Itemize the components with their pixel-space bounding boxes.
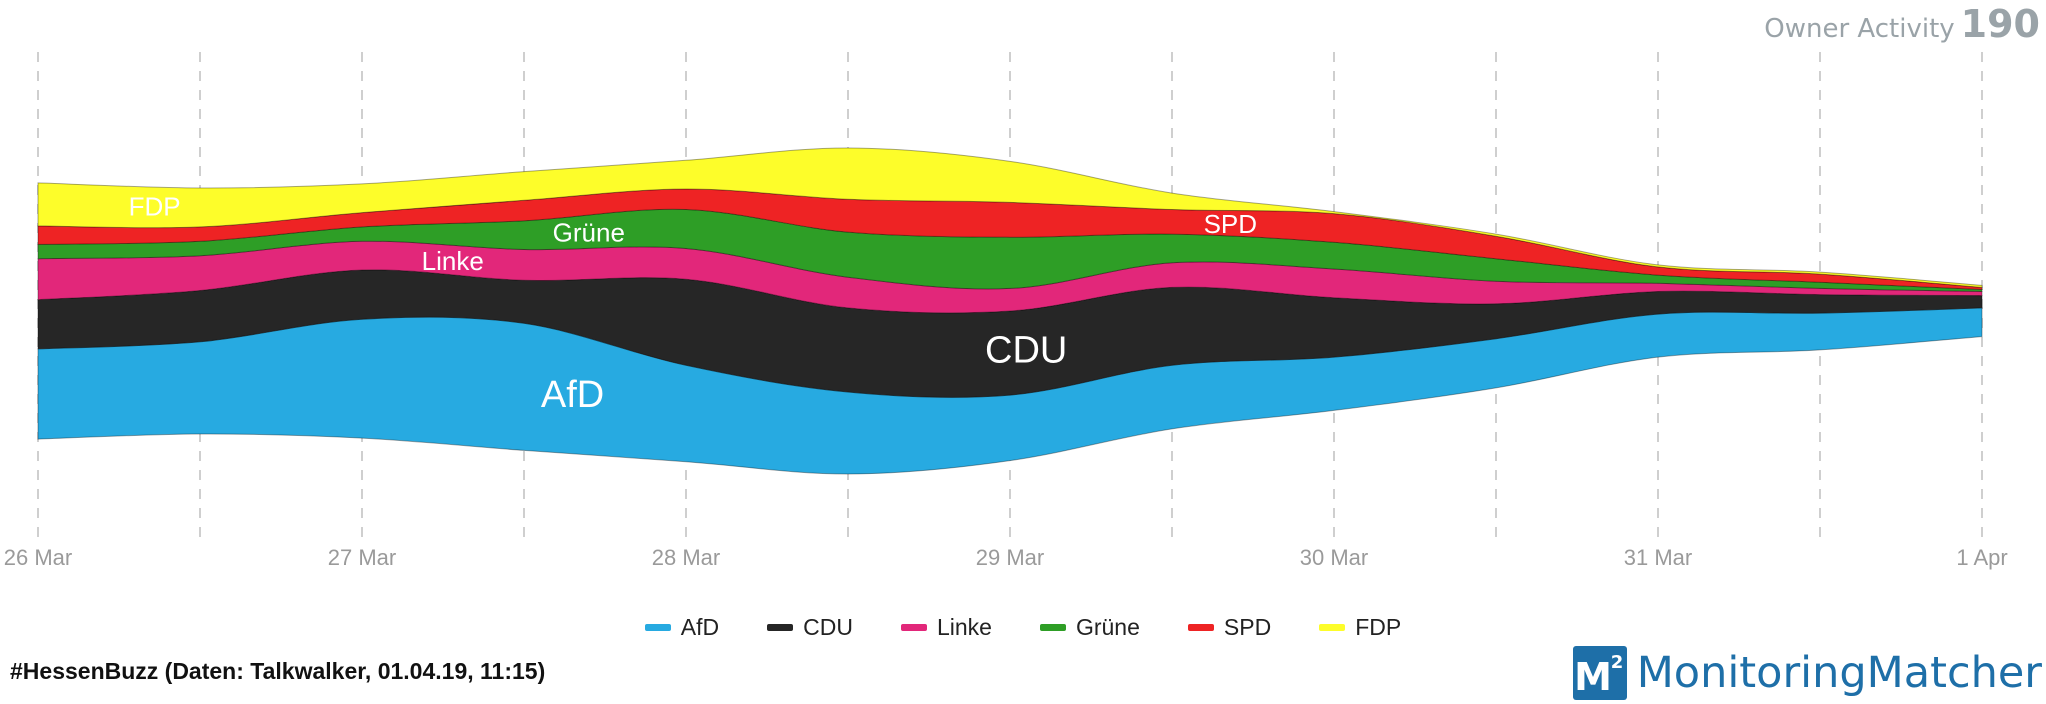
- legend-swatch: [1039, 624, 1066, 631]
- legend-label: AfD: [680, 614, 720, 640]
- legend-item-fdp[interactable]: FDP: [1319, 614, 1401, 641]
- series-label: Linke: [422, 246, 484, 276]
- x-tick-label: 28 Mar: [652, 545, 720, 570]
- legend-item-cdu[interactable]: CDU: [767, 614, 853, 641]
- data-source-note: #HessenBuzz (Daten: Talkwalker, 01.04.19…: [10, 658, 546, 684]
- legend-item-spd[interactable]: SPD: [1187, 614, 1272, 641]
- legend-label: FDP: [1355, 614, 1402, 640]
- x-tick-label: 29 Mar: [976, 545, 1044, 570]
- x-tick-label: 27 Mar: [328, 545, 396, 570]
- x-tick-label: 30 Mar: [1300, 545, 1368, 570]
- legend-swatch: [767, 624, 794, 631]
- legend-label: SPD: [1223, 614, 1272, 640]
- legend-label: CDU: [803, 614, 853, 640]
- legend-swatch: [900, 624, 927, 631]
- x-tick-label: 31 Mar: [1624, 545, 1692, 570]
- x-tick-label: 26 Mar: [4, 545, 72, 570]
- legend-label: Linke: [936, 614, 992, 640]
- series-label: FDP: [129, 192, 181, 222]
- brand: M 2 MonitoringMatcher: [1572, 646, 2042, 700]
- series-label: AfD: [541, 374, 604, 416]
- stream-areas: [37, 147, 1983, 475]
- owner-activity-label: Owner Activity: [1764, 14, 1955, 44]
- brand-name: MonitoringMatcher: [1636, 648, 2042, 698]
- legend-swatch: [644, 624, 671, 631]
- owner-activity: Owner Activity 190: [1764, 2, 2040, 46]
- monitoringmatcher-logo-icon: M 2: [1572, 646, 1627, 700]
- legend: AfD CDU Linke Grüne SPD FDP: [0, 614, 2046, 641]
- logo-letter: M: [1574, 655, 1612, 699]
- legend-item-afd[interactable]: AfD: [644, 614, 720, 641]
- series-label: CDU: [985, 329, 1067, 371]
- owner-activity-count: 190: [1960, 2, 2040, 46]
- legend-label: Grüne: [1075, 614, 1140, 640]
- x-tick-label: 1 Apr: [1956, 545, 2007, 570]
- series-label: SPD: [1204, 209, 1257, 239]
- series-labels: AfD CDU Linke Grüne SPD FDP: [129, 192, 1257, 416]
- x-axis-ticks: 26 Mar 27 Mar 28 Mar 29 Mar 30 Mar 31 Mar 1 Ap…: [4, 545, 2008, 570]
- area-fdp[interactable]: [37, 147, 1983, 288]
- legend-swatch: [1187, 624, 1214, 631]
- legend-item-linke[interactable]: Linke: [900, 614, 992, 641]
- legend-item-gruene[interactable]: Grüne: [1039, 614, 1140, 641]
- logo-superscript: 2: [1610, 652, 1623, 673]
- series-label: Grüne: [553, 218, 625, 248]
- area-spd[interactable]: [37, 188, 1983, 291]
- legend-swatch: [1319, 624, 1346, 631]
